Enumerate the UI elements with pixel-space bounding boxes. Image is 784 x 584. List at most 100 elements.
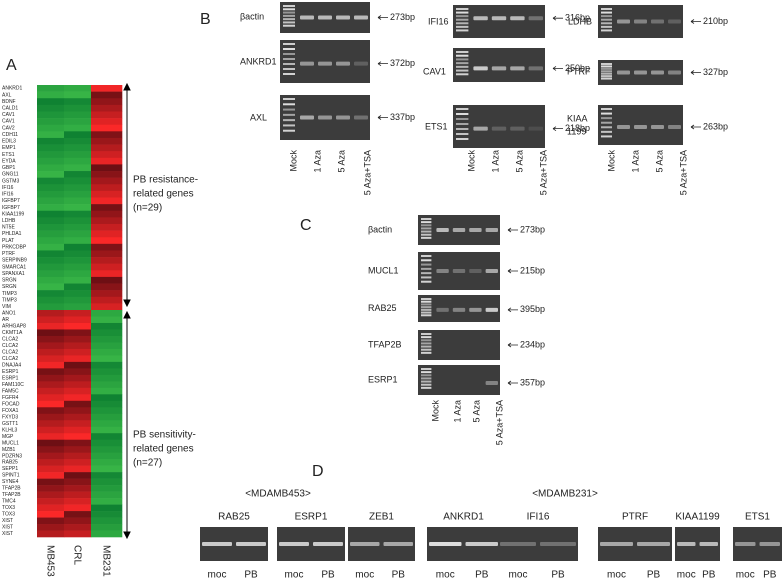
heatmap-cell (91, 439, 123, 447)
arrow (552, 66, 563, 71)
ladder-band (421, 348, 432, 351)
heatmap-cell (64, 530, 92, 538)
gene-label: PLAT (2, 238, 14, 244)
gene-label: XIST (2, 525, 13, 531)
ladder-band (283, 18, 295, 21)
gel (453, 48, 545, 82)
heatmap-cell (91, 413, 123, 421)
band (651, 70, 664, 75)
gene-label: IFI16 (428, 16, 449, 26)
heatmap-cell (91, 374, 123, 382)
heatmap-cell (64, 420, 92, 428)
band (510, 126, 525, 131)
heatmap-cell (64, 137, 92, 145)
gene-label: GSTT1 (2, 421, 18, 427)
ladder-band (421, 342, 432, 345)
heatmap-cell (37, 439, 65, 447)
size-label: 357bp (520, 377, 545, 387)
ladder-band (421, 233, 432, 236)
heatmap-cell (91, 257, 123, 264)
heatmap-cell (64, 498, 92, 505)
band (528, 16, 543, 21)
ladder-band (456, 65, 469, 68)
gene-label: CAV1 (2, 119, 15, 125)
heatmap-cell (91, 243, 123, 251)
heatmap-cell (64, 210, 92, 218)
gene-label: CAV2 (2, 125, 15, 131)
group-label: (n=29) (133, 203, 162, 214)
heatmap-cell (91, 316, 123, 324)
ladder-band (283, 119, 295, 122)
gene-label: RAB25 (2, 460, 18, 466)
band (634, 70, 647, 75)
ladder-band (601, 112, 612, 115)
ladder-band (456, 25, 469, 28)
gene-label: XIST (2, 518, 13, 524)
lane-label: PB (321, 570, 335, 581)
gene-label: PTRF (622, 512, 648, 523)
gene-label: PHLDA1 (2, 231, 22, 237)
heatmap-cell (37, 190, 65, 198)
column-label: MB231 (100, 545, 111, 577)
heatmap-cell (91, 111, 123, 119)
heatmap-cell (91, 420, 123, 428)
ladder-band (283, 14, 295, 17)
lane-label: PB (392, 570, 406, 581)
heatmap-cell (91, 361, 123, 369)
heatmap-cell (37, 230, 65, 238)
gene-label: KIAA1199 (675, 512, 720, 523)
ladder-band (421, 371, 432, 374)
ladder-band (421, 380, 432, 383)
arrow (690, 124, 701, 130)
heatmap-cell (64, 433, 92, 441)
gene-label: PRKCDBP (2, 244, 27, 250)
ladder-band (421, 336, 432, 339)
ladder-band (421, 386, 432, 389)
gene-label: IFI16 (2, 185, 14, 191)
band (485, 228, 498, 232)
arrow (377, 115, 388, 120)
gene-label: SPINT1 (2, 473, 20, 479)
group-label: related genes (133, 444, 194, 455)
heatmap-cell (37, 381, 65, 389)
size-label: 273bp (390, 12, 415, 22)
heatmap-cell (64, 250, 92, 258)
arrow (377, 15, 388, 20)
size-label: 234bp (520, 339, 545, 349)
lane-label: moc (436, 570, 455, 581)
lane-label: 1 Aza (452, 400, 462, 423)
heatmap-cell (64, 303, 92, 311)
heatmap-cell (64, 164, 92, 172)
band (465, 542, 498, 546)
lane-label: Mock (288, 150, 298, 172)
heatmap-cell (37, 348, 65, 356)
heatmap-cell (91, 104, 123, 112)
heatmap-cell (91, 290, 123, 298)
band (354, 115, 368, 120)
ladder-band (601, 75, 612, 78)
heatmap-cell (37, 210, 65, 218)
gene-label: βactin (240, 11, 264, 21)
size-label: 215bp (520, 265, 545, 275)
heatmap-cell (64, 439, 92, 447)
gene-label: CALD1 (2, 105, 18, 111)
gene-label: IGFBP7 (2, 198, 20, 204)
gene-label: AR (2, 317, 9, 323)
cell-line-label: <MDAMB453> (245, 489, 311, 500)
ladder-band (421, 374, 432, 377)
heatmap-cell (37, 322, 65, 330)
heatmap-cell (64, 230, 92, 238)
gene-label: CDH11 (2, 132, 18, 138)
heatmap-cell (37, 250, 65, 258)
heatmap-cell (91, 310, 123, 317)
heatmap-cell (64, 413, 92, 421)
gene-label: BDNF (2, 99, 16, 105)
band (735, 542, 756, 546)
band (313, 542, 343, 546)
gene-label: FGFR4 (2, 395, 19, 401)
heatmap-cell (91, 204, 123, 212)
heatmap-cell (37, 283, 65, 291)
heatmap-cell (64, 111, 92, 119)
lane-label: moc (736, 570, 755, 581)
band (677, 542, 696, 546)
